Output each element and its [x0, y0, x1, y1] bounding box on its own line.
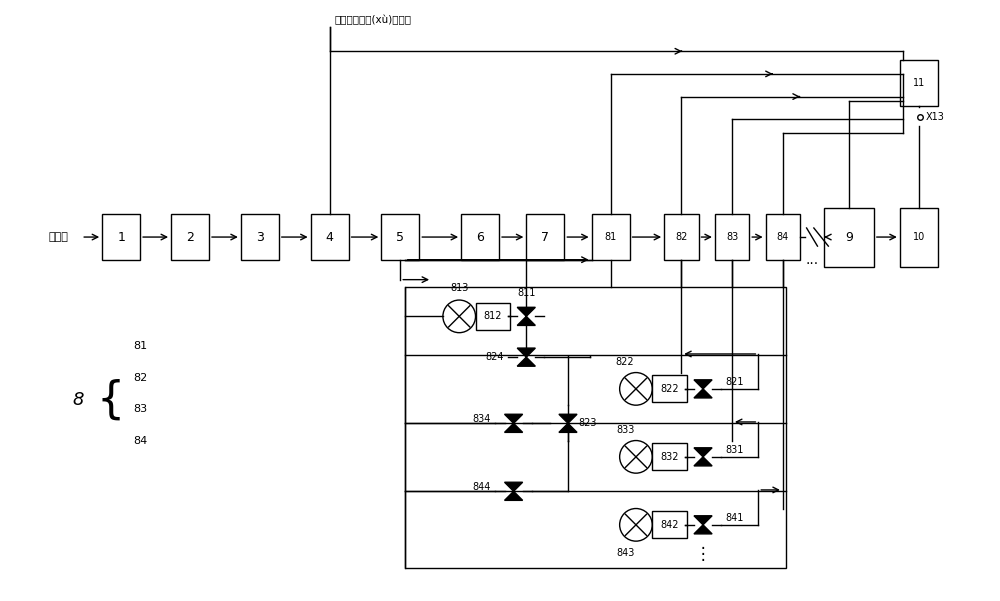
- FancyBboxPatch shape: [900, 60, 938, 106]
- FancyBboxPatch shape: [652, 375, 687, 403]
- Polygon shape: [517, 307, 535, 325]
- Text: 6: 6: [476, 231, 484, 243]
- FancyBboxPatch shape: [652, 444, 687, 471]
- Text: 81: 81: [133, 341, 147, 351]
- FancyBboxPatch shape: [102, 215, 140, 260]
- FancyBboxPatch shape: [664, 215, 699, 260]
- Polygon shape: [505, 414, 523, 432]
- Text: 832: 832: [660, 452, 679, 462]
- Text: 833: 833: [616, 425, 634, 435]
- Text: 843: 843: [616, 548, 634, 558]
- Text: 1: 1: [117, 231, 125, 243]
- Text: 10: 10: [913, 232, 925, 242]
- Text: 824: 824: [485, 352, 504, 362]
- Text: 2: 2: [186, 231, 194, 243]
- Text: 9: 9: [845, 231, 853, 243]
- Text: 7: 7: [541, 231, 549, 243]
- Text: 841: 841: [726, 513, 744, 523]
- Text: 844: 844: [473, 482, 491, 492]
- Text: 82: 82: [133, 373, 147, 383]
- FancyBboxPatch shape: [476, 303, 510, 330]
- Text: 8: 8: [73, 391, 84, 409]
- FancyBboxPatch shape: [171, 215, 209, 260]
- Text: 82: 82: [675, 232, 687, 242]
- Text: 812: 812: [483, 311, 502, 322]
- Text: 83: 83: [726, 232, 738, 242]
- Polygon shape: [694, 380, 712, 398]
- Polygon shape: [505, 482, 523, 501]
- Text: 84: 84: [777, 232, 789, 242]
- Polygon shape: [559, 414, 577, 432]
- Text: 831: 831: [726, 445, 744, 455]
- Text: {: {: [97, 379, 125, 422]
- Text: 伴生氣: 伴生氣: [49, 232, 68, 242]
- Text: 83: 83: [133, 404, 147, 414]
- Text: 5: 5: [396, 231, 404, 243]
- Text: 842: 842: [660, 520, 679, 530]
- Text: ...: ...: [805, 252, 819, 267]
- Text: 821: 821: [726, 377, 744, 387]
- FancyBboxPatch shape: [592, 215, 630, 260]
- Text: 81: 81: [604, 232, 617, 242]
- Text: 822: 822: [660, 384, 679, 394]
- Polygon shape: [517, 348, 535, 366]
- FancyBboxPatch shape: [311, 215, 349, 260]
- Text: 4: 4: [326, 231, 334, 243]
- Polygon shape: [694, 516, 712, 534]
- Polygon shape: [694, 448, 712, 466]
- Text: 11: 11: [913, 78, 925, 88]
- FancyBboxPatch shape: [241, 215, 279, 260]
- Text: 811: 811: [517, 288, 535, 298]
- Text: 尾氣（去后續(xù)處理）: 尾氣（去后續(xù)處理）: [334, 14, 411, 25]
- Text: ⋮: ⋮: [695, 545, 711, 563]
- Text: X13: X13: [926, 112, 945, 121]
- FancyBboxPatch shape: [900, 207, 938, 266]
- FancyBboxPatch shape: [766, 215, 800, 260]
- Text: 84: 84: [133, 436, 147, 446]
- Text: 823: 823: [579, 418, 597, 429]
- Text: 813: 813: [450, 283, 468, 293]
- FancyBboxPatch shape: [824, 207, 874, 266]
- Text: 822: 822: [616, 357, 634, 367]
- Text: 3: 3: [256, 231, 264, 243]
- FancyBboxPatch shape: [652, 511, 687, 538]
- FancyBboxPatch shape: [526, 215, 564, 260]
- Text: 834: 834: [473, 413, 491, 424]
- FancyBboxPatch shape: [461, 215, 499, 260]
- FancyBboxPatch shape: [715, 215, 749, 260]
- FancyBboxPatch shape: [381, 215, 419, 260]
